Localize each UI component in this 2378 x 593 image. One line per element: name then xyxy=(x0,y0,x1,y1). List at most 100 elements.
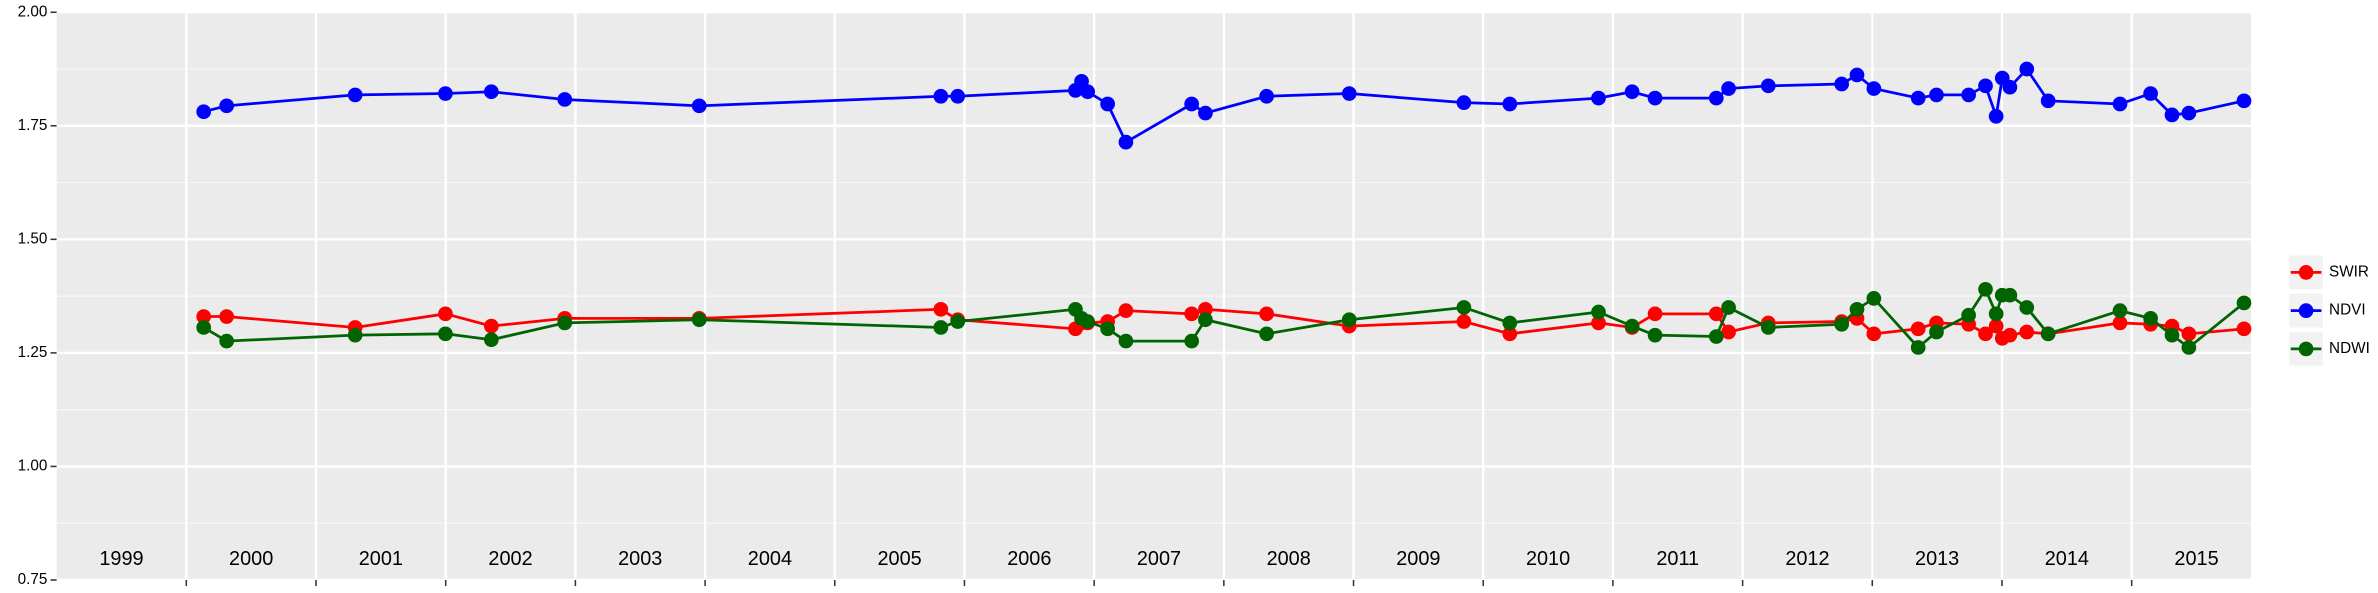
grid xyxy=(56,11,2251,582)
point xyxy=(1866,326,1882,342)
point xyxy=(2040,93,2056,109)
legend-label: NDWI xyxy=(2329,340,2370,357)
year-label: 2010 xyxy=(1526,548,1570,570)
point xyxy=(219,309,234,324)
point xyxy=(2181,340,2197,355)
point xyxy=(2164,327,2180,343)
year-label: 2002 xyxy=(488,548,532,570)
y-tick-label: 1.50 xyxy=(18,230,48,247)
y-tick-label: 1.00 xyxy=(18,457,48,474)
year-label: 2001 xyxy=(359,548,403,570)
point xyxy=(691,312,707,328)
year-label: 1999 xyxy=(99,548,143,570)
point xyxy=(950,314,966,329)
point xyxy=(1978,78,1993,94)
point xyxy=(1341,312,1357,328)
point xyxy=(196,320,212,335)
point xyxy=(2112,303,2128,318)
point xyxy=(1849,67,1865,83)
point xyxy=(1502,96,1518,112)
year-label: 2011 xyxy=(1656,548,1699,570)
year-label: 2014 xyxy=(2045,548,2089,570)
point xyxy=(483,332,499,348)
point xyxy=(1647,90,1663,106)
point xyxy=(2002,327,2018,343)
point xyxy=(1341,86,1357,101)
point xyxy=(2164,107,2180,123)
legend-dot xyxy=(2298,303,2314,318)
point xyxy=(1988,108,2004,124)
point xyxy=(1591,90,1606,106)
point xyxy=(1961,87,1976,103)
point xyxy=(483,318,499,334)
y-tick-label: 1.75 xyxy=(18,117,48,134)
point xyxy=(1259,306,1274,322)
point xyxy=(2112,96,2128,112)
y-tick-label: 1.25 xyxy=(18,344,48,361)
point xyxy=(1624,318,1640,334)
point xyxy=(1760,320,1776,335)
point xyxy=(950,88,966,104)
point xyxy=(438,86,453,101)
point xyxy=(1591,315,1606,331)
point xyxy=(1198,312,1213,328)
point xyxy=(1929,87,1944,103)
point xyxy=(1591,304,1606,320)
point xyxy=(1118,333,1134,349)
point xyxy=(1721,300,1736,315)
legend: SWIR NDVI NDWI xyxy=(2289,255,2370,366)
point xyxy=(347,327,363,343)
year-label: 2015 xyxy=(2174,548,2218,570)
point xyxy=(2181,326,2197,342)
year-label: 2003 xyxy=(618,548,662,570)
point xyxy=(1456,314,1472,329)
point xyxy=(933,88,949,104)
point xyxy=(1080,84,1096,100)
point xyxy=(2112,315,2128,331)
point xyxy=(933,320,949,335)
point xyxy=(219,333,234,349)
point xyxy=(557,315,573,331)
point xyxy=(1961,307,1976,323)
point xyxy=(2019,300,2035,315)
point xyxy=(1910,90,1926,106)
year-label: 2004 xyxy=(748,548,792,570)
point xyxy=(1866,291,1882,306)
point xyxy=(1259,88,1274,104)
point xyxy=(1198,105,1213,121)
point xyxy=(1988,306,2004,322)
point xyxy=(2019,61,2035,77)
point xyxy=(1456,95,1472,110)
point xyxy=(1080,314,1096,329)
point xyxy=(1118,134,1134,150)
point xyxy=(1456,300,1472,315)
year-label: 2005 xyxy=(878,548,922,570)
point xyxy=(2002,287,2018,303)
year-label: 2000 xyxy=(229,548,273,570)
point xyxy=(1502,326,1518,342)
point xyxy=(1834,316,1850,332)
point xyxy=(2002,79,2018,95)
point xyxy=(1849,301,1865,317)
legend-dot xyxy=(2298,265,2314,280)
legend-label: SWIR xyxy=(2329,263,2369,280)
point xyxy=(691,98,707,114)
point xyxy=(1184,306,1200,322)
point xyxy=(1708,329,1724,344)
point xyxy=(2019,324,2035,340)
point xyxy=(1624,84,1640,100)
point xyxy=(1866,81,1882,96)
point xyxy=(1198,301,1213,317)
point xyxy=(1259,326,1274,342)
year-label: 2009 xyxy=(1396,548,1440,570)
point xyxy=(1647,306,1663,322)
point xyxy=(1100,96,1115,112)
y-tick-label: 0.75 xyxy=(18,571,48,588)
year-label: 2007 xyxy=(1137,548,1181,570)
point xyxy=(2236,93,2252,109)
point xyxy=(1978,326,1993,342)
point xyxy=(196,309,212,324)
point xyxy=(483,84,499,100)
